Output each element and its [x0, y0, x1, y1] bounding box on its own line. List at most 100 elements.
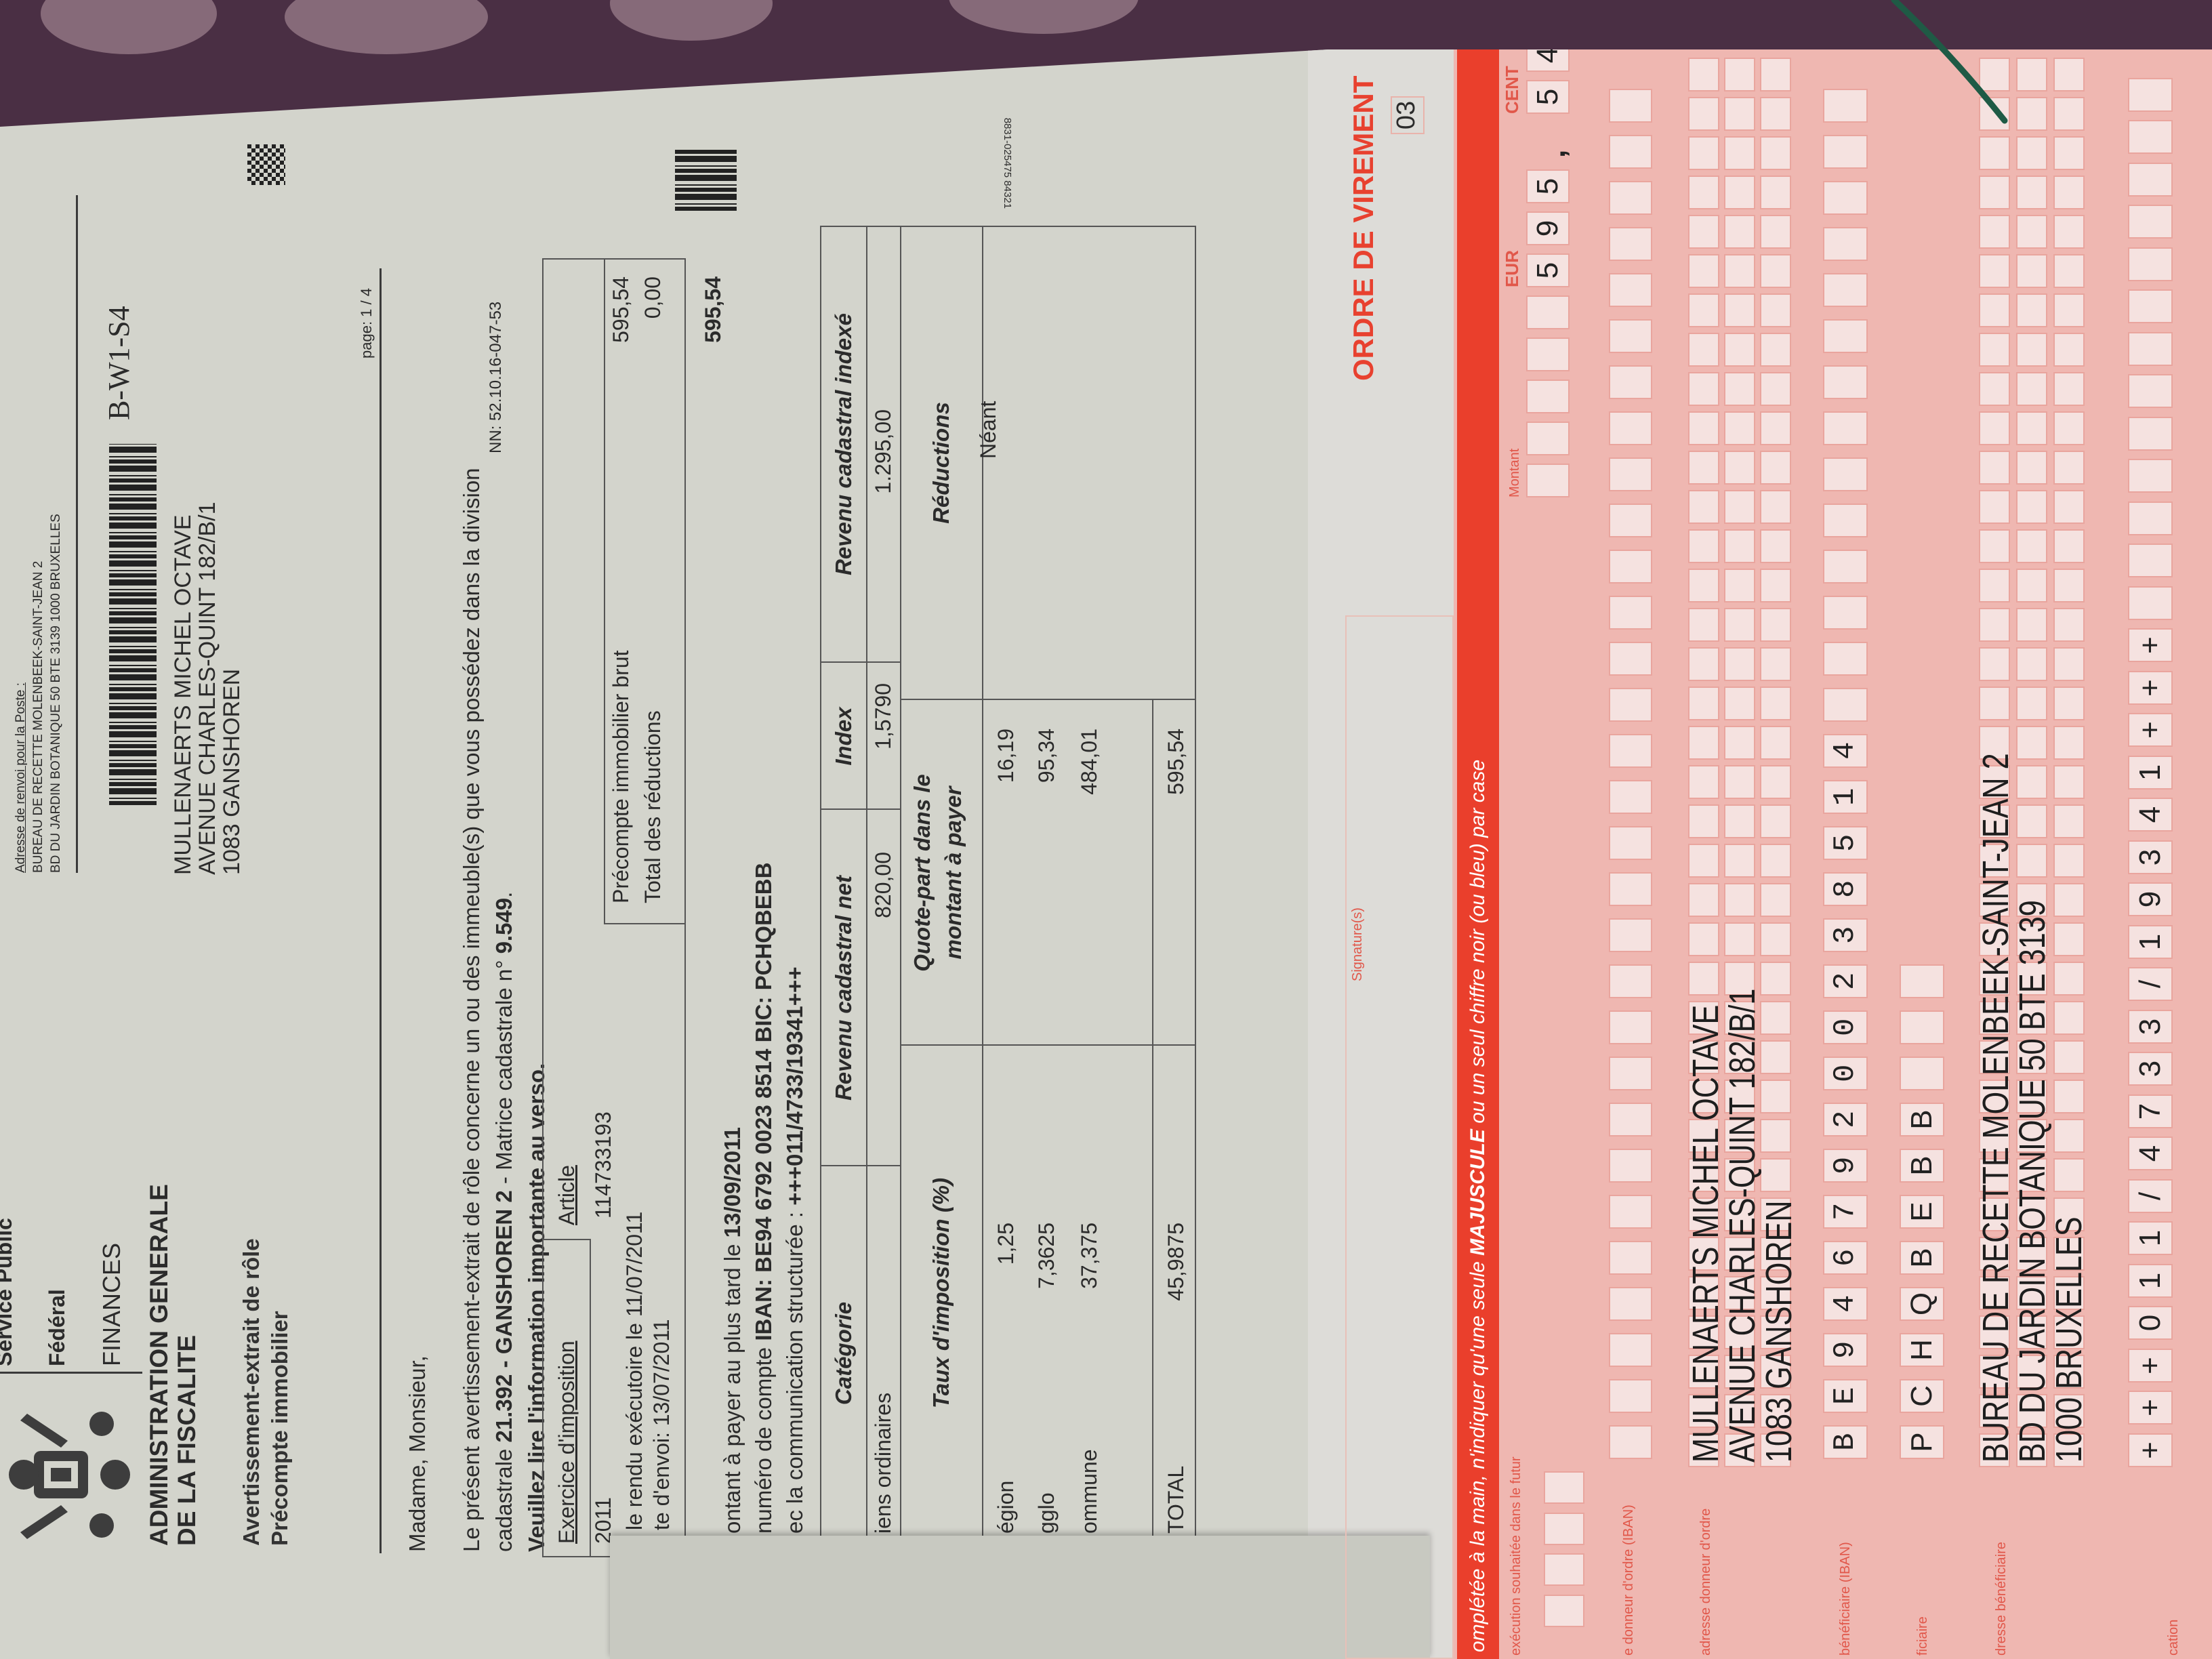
donor-address-box[interactable] — [1724, 333, 1755, 367]
communication-box[interactable]: + — [2128, 671, 2173, 705]
amount-box[interactable] — [1526, 464, 1570, 497]
donor-address-box[interactable] — [1724, 608, 1755, 642]
beneficiary-bic-box[interactable]: C — [1900, 1379, 1944, 1413]
communication-box[interactable]: 3 — [2128, 1052, 2173, 1086]
beneficiary-address-box[interactable] — [1979, 490, 2010, 524]
signature-field[interactable] — [1345, 615, 1454, 1659]
communication-box[interactable]: / — [2128, 967, 2173, 1001]
beneficiary-address-box[interactable] — [1979, 136, 2010, 170]
donor-address-box[interactable] — [1760, 687, 1791, 720]
donor-address-box[interactable] — [1724, 176, 1755, 209]
donor-iban-box[interactable] — [1609, 1103, 1652, 1136]
amount-box[interactable] — [1526, 380, 1570, 413]
donor-address-box[interactable] — [1688, 215, 1719, 249]
communication-box[interactable]: + — [2128, 1349, 2173, 1382]
donor-address-box[interactable] — [1724, 411, 1755, 445]
communication-box[interactable]: + — [2128, 1433, 2173, 1467]
donor-iban-box[interactable] — [1609, 550, 1652, 583]
donor-iban-box[interactable] — [1609, 135, 1652, 169]
donor-address-box[interactable] — [1688, 569, 1719, 602]
donor-iban-box[interactable] — [1609, 1057, 1652, 1090]
donor-address-box[interactable] — [1688, 726, 1719, 760]
donor-address-box[interactable] — [1724, 136, 1755, 170]
donor-iban-box[interactable] — [1609, 319, 1652, 353]
amount-box[interactable]: 9 — [1526, 211, 1570, 245]
donor-address-box[interactable] — [1760, 58, 1791, 91]
beneficiary-address-box[interactable] — [2016, 687, 2047, 720]
donor-address-box[interactable] — [1760, 529, 1791, 563]
donor-address-box[interactable] — [1724, 97, 1755, 131]
beneficiary-address-box[interactable] — [2053, 176, 2085, 209]
donor-address-box[interactable] — [1724, 490, 1755, 524]
beneficiary-bic-box[interactable]: B — [1900, 1241, 1944, 1275]
donor-iban-box[interactable] — [1609, 872, 1652, 906]
donor-address-box[interactable] — [1688, 254, 1719, 288]
communication-box[interactable] — [2128, 78, 2173, 112]
beneficiary-address-box[interactable] — [1979, 254, 2010, 288]
beneficiary-address-box[interactable] — [2016, 490, 2047, 524]
donor-address-box[interactable] — [1760, 293, 1791, 327]
beneficiary-address-box[interactable] — [2053, 411, 2085, 445]
beneficiary-address-box[interactable] — [2016, 293, 2047, 327]
donor-iban-box[interactable] — [1609, 227, 1652, 261]
beneficiary-iban-box[interactable] — [1823, 457, 1868, 491]
beneficiary-address-box[interactable] — [2016, 254, 2047, 288]
donor-address-box[interactable] — [1688, 765, 1719, 799]
donor-iban-box[interactable] — [1609, 780, 1652, 814]
beneficiary-address-box[interactable] — [1979, 411, 2010, 445]
beneficiary-address-box[interactable] — [2016, 136, 2047, 170]
donor-address-box[interactable] — [1724, 804, 1755, 838]
communication-box[interactable] — [2128, 544, 2173, 577]
donor-address-box[interactable] — [1688, 97, 1719, 131]
beneficiary-address-box[interactable] — [1979, 58, 2010, 91]
communication-box[interactable]: 1 — [2128, 1264, 2173, 1298]
communication-box[interactable] — [2128, 247, 2173, 281]
donor-address-box[interactable] — [1688, 58, 1719, 91]
beneficiary-bic-box[interactable]: B — [1900, 1103, 1944, 1136]
donor-address-box[interactable] — [1688, 490, 1719, 524]
donor-address-box[interactable] — [1724, 215, 1755, 249]
donor-address-box[interactable] — [1688, 804, 1719, 838]
donor-address-box[interactable] — [1760, 569, 1791, 602]
communication-box[interactable]: 4 — [2128, 1136, 2173, 1170]
donor-address-box[interactable] — [1724, 883, 1755, 917]
donor-address-box[interactable] — [1724, 293, 1755, 327]
donor-address-box[interactable] — [1760, 883, 1791, 917]
donor-iban-box[interactable] — [1609, 1010, 1652, 1044]
amount-cent-box[interactable]: 4 — [1526, 38, 1570, 72]
communication-box[interactable]: 1 — [2128, 925, 2173, 959]
donor-address-box[interactable] — [1688, 647, 1719, 681]
donor-iban-box[interactable] — [1609, 826, 1652, 860]
communication-box[interactable] — [2128, 289, 2173, 323]
beneficiary-iban-box[interactable] — [1823, 365, 1868, 399]
amount-cent-box[interactable]: 5 — [1526, 80, 1570, 114]
communication-box[interactable]: + — [2128, 713, 2173, 747]
beneficiary-address-box[interactable] — [2053, 136, 2085, 170]
beneficiary-address-box[interactable] — [2016, 215, 2047, 249]
beneficiary-address-box[interactable] — [1979, 451, 2010, 485]
beneficiary-address-box[interactable] — [2016, 569, 2047, 602]
communication-box[interactable]: / — [2128, 1179, 2173, 1213]
donor-iban-box[interactable] — [1609, 1195, 1652, 1229]
donor-iban-box[interactable] — [1609, 642, 1652, 676]
beneficiary-address-box[interactable] — [1979, 97, 2010, 131]
beneficiary-address-box[interactable] — [2053, 215, 2085, 249]
communication-box[interactable] — [2128, 120, 2173, 154]
donor-address-box[interactable] — [1760, 726, 1791, 760]
beneficiary-address-box[interactable] — [2016, 176, 2047, 209]
communication-box[interactable] — [2128, 205, 2173, 239]
beneficiary-iban-box[interactable] — [1823, 504, 1868, 537]
communication-box[interactable]: 9 — [2128, 882, 2173, 916]
communication-box[interactable]: 4 — [2128, 798, 2173, 832]
beneficiary-address-box[interactable] — [2016, 97, 2047, 131]
donor-address-box[interactable] — [1688, 333, 1719, 367]
donor-iban-box[interactable] — [1609, 273, 1652, 307]
beneficiary-address-box[interactable] — [1979, 608, 2010, 642]
donor-address-box[interactable] — [1760, 922, 1791, 956]
beneficiary-address-box[interactable] — [1979, 333, 2010, 367]
donor-address-box[interactable] — [1760, 490, 1791, 524]
donor-iban-box[interactable] — [1609, 1149, 1652, 1183]
beneficiary-address-box[interactable] — [2016, 608, 2047, 642]
communication-box[interactable] — [2128, 586, 2173, 620]
beneficiary-iban-box[interactable] — [1823, 135, 1868, 169]
